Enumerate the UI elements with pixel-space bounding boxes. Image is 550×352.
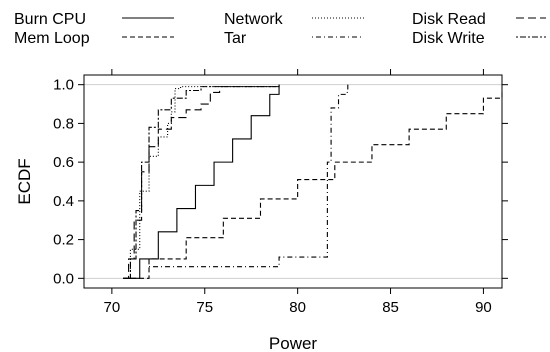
series-line-disk-read (123, 84, 280, 279)
y-axis-title: ECDF (15, 158, 34, 204)
plot-frame (83, 74, 503, 289)
series-line-burn-cpu (123, 84, 280, 279)
series-layer (123, 84, 503, 279)
legend-label: Mem Loop (14, 30, 90, 47)
legend-label: Disk Write (412, 30, 485, 47)
series-line-disk-write (124, 84, 280, 279)
y-tick-label: 0.4 (53, 193, 74, 210)
legend-label: Burn CPU (14, 11, 86, 28)
series-line-mem-loop (123, 90, 503, 279)
y-tick-label: 0.2 (53, 232, 74, 249)
x-axis-title: Power (269, 334, 318, 352)
x-tick-label: 90 (475, 299, 492, 316)
x-axis: 70 75 80 85 90 (104, 69, 492, 316)
y-tick-label: 0.8 (53, 115, 74, 132)
y-tick-label: 1.0 (53, 77, 74, 94)
x-tick-label: 80 (289, 299, 306, 316)
x-tick-label: 85 (382, 299, 399, 316)
series-line-tar (149, 84, 349, 268)
series-line-network (124, 84, 280, 279)
x-tick-label: 75 (196, 299, 213, 316)
y-tick-label: 0.0 (53, 270, 74, 287)
legend: Burn CPU Mem Loop Network Tar Disk Read Disk … (14, 11, 546, 47)
y-axis: 0.0 0.2 0.4 0.6 0.8 1.0 (53, 77, 508, 287)
legend-label: Tar (224, 30, 247, 47)
y-tick-label: 0.6 (53, 154, 74, 171)
legend-label: Network (224, 11, 284, 28)
x-tick-label: 70 (104, 299, 121, 316)
legend-label: Disk Read (412, 11, 486, 28)
